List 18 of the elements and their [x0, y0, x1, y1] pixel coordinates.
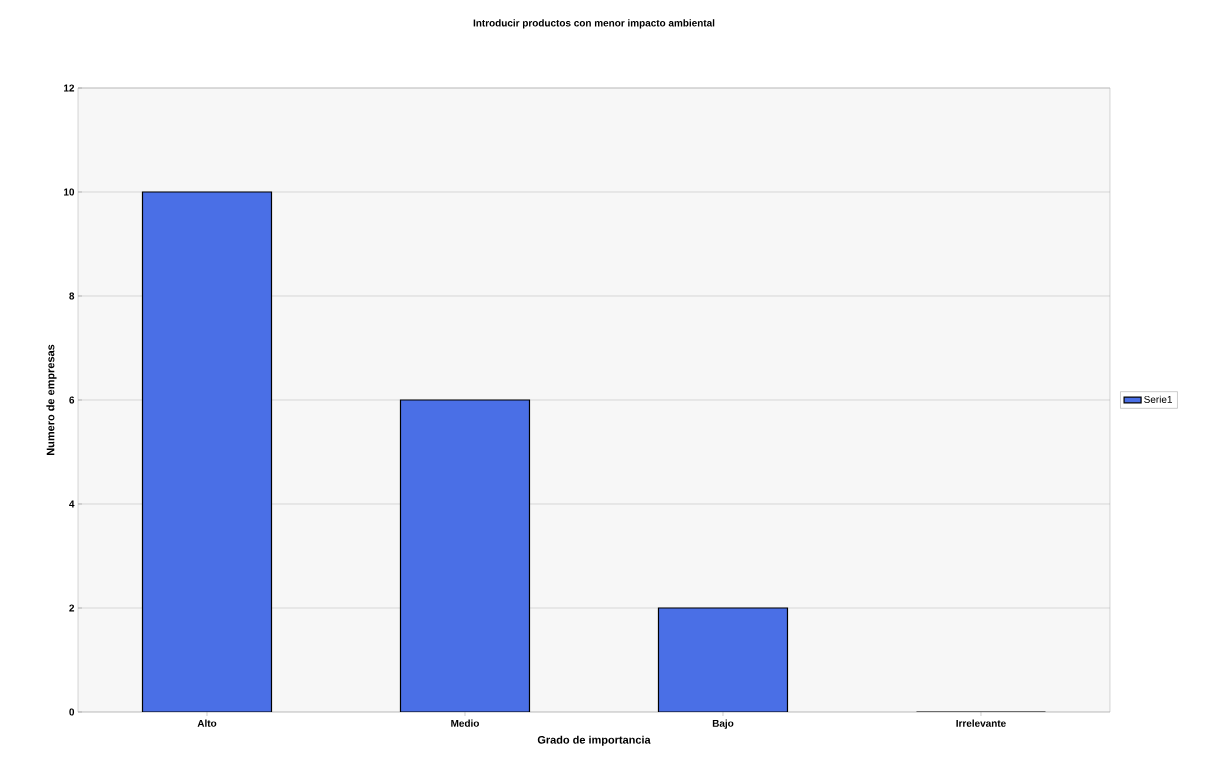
y-tick-label: 6	[69, 396, 75, 404]
x-axis-title: Grado de importancia	[537, 735, 651, 746]
x-tick-label: Irrelevante	[956, 719, 1006, 727]
legend-label: Serie1	[1144, 395, 1172, 403]
y-tick-label: 12	[64, 84, 75, 92]
x-tick-label: Alto	[197, 719, 217, 727]
chart-title: Introducir productos con menor impacto ambiental	[473, 19, 715, 29]
y-tick-label: 2	[69, 604, 75, 612]
y-axis-title: Numero de empresas	[46, 344, 57, 455]
x-tick-label: Medio	[451, 719, 479, 727]
y-tick-label: 10	[64, 188, 75, 196]
y-tick-label: 0	[69, 708, 75, 716]
x-tick-label: Bajo	[712, 719, 734, 729]
y-tick-label: 4	[69, 500, 75, 508]
bar	[657, 607, 789, 712]
y-tick-label: 8	[69, 292, 75, 300]
bar	[399, 399, 531, 712]
bar	[141, 191, 273, 712]
